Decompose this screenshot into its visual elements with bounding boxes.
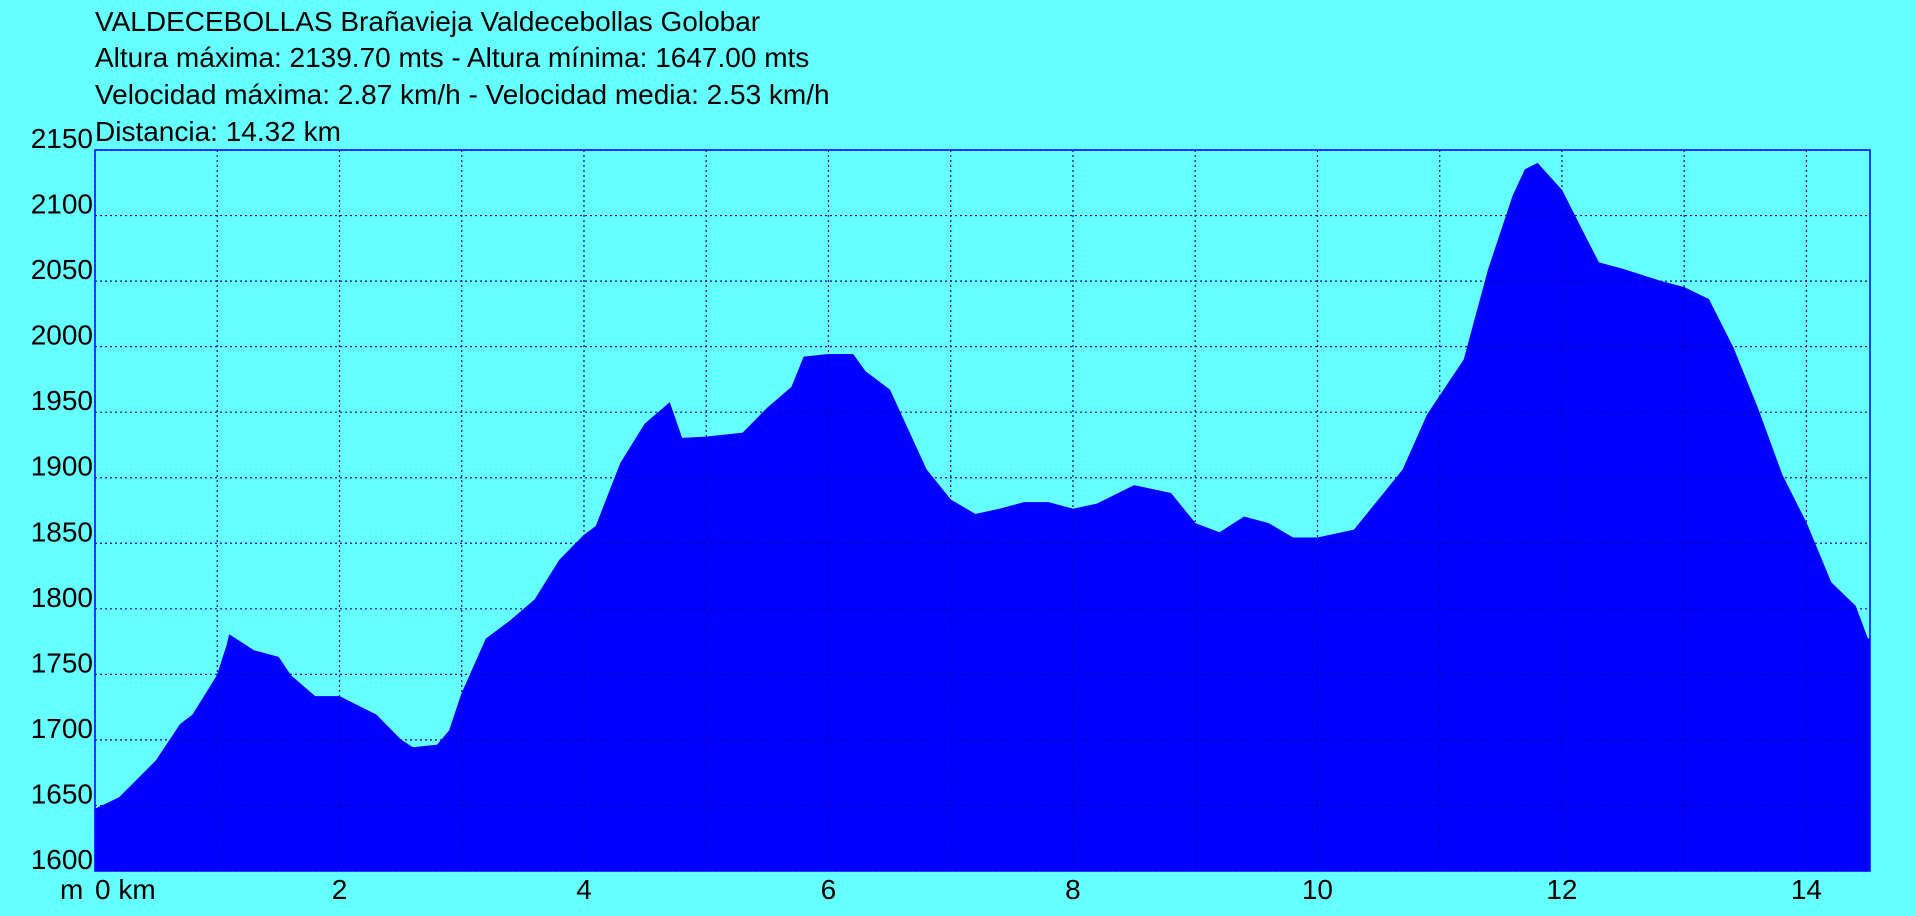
y-tick-label: 1650 <box>31 778 93 809</box>
y-tick-label: 1850 <box>31 516 93 547</box>
subtitle: Distancia: 14.32 km <box>95 116 341 147</box>
x-tick-label: 8 <box>1065 874 1081 905</box>
y-tick-label: 2000 <box>31 320 93 351</box>
elevation-area <box>94 162 1871 872</box>
x-tick-label: 12 <box>1546 874 1577 905</box>
y-tick-label: 2150 <box>31 123 93 154</box>
chart-title: VALDECEBOLLAS Brañavieja Valdecebollas G… <box>95 6 760 37</box>
x-tick-label: 10 <box>1302 874 1333 905</box>
subtitle: Velocidad máxima: 2.87 km/h - Velocidad … <box>95 79 830 110</box>
plot-border <box>94 149 1871 872</box>
y-tick-label: 1950 <box>31 385 93 416</box>
x-tick-label: 0 km <box>95 874 156 905</box>
y-tick-label: 1600 <box>31 844 93 875</box>
y-tick-label: 1750 <box>31 647 93 678</box>
y-tick-label: 1900 <box>31 451 93 482</box>
y-tick-label: 1800 <box>31 582 93 613</box>
y-axis-label: m <box>60 874 83 905</box>
x-tick-label: 6 <box>821 874 837 905</box>
x-tick-label: 2 <box>332 874 348 905</box>
y-tick-label: 2050 <box>31 254 93 285</box>
subtitle: Altura máxima: 2139.70 mts - Altura míni… <box>95 42 809 73</box>
y-tick-label: 1700 <box>31 713 93 744</box>
y-tick-label: 2100 <box>31 189 93 220</box>
x-tick-label: 14 <box>1791 874 1822 905</box>
x-tick-label: 4 <box>576 874 592 905</box>
